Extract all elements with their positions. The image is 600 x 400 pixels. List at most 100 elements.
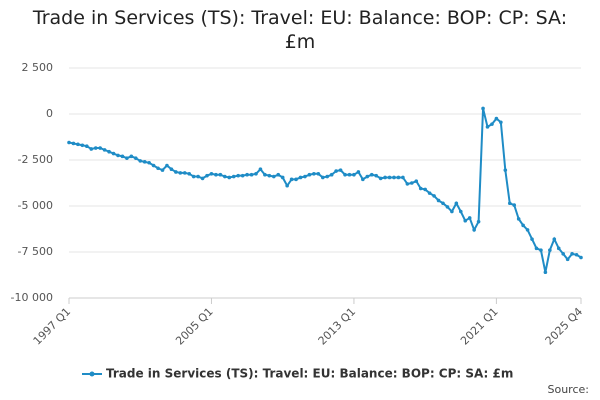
point [294, 177, 298, 182]
point [107, 149, 111, 154]
point [116, 153, 120, 158]
point [236, 173, 240, 178]
point [530, 237, 534, 241]
point [405, 182, 410, 186]
point [534, 246, 539, 251]
point [334, 169, 338, 173]
point [133, 156, 138, 160]
point [209, 172, 214, 176]
point [125, 156, 129, 160]
point [494, 116, 499, 121]
point [392, 175, 396, 180]
point [338, 168, 343, 172]
point [423, 187, 427, 192]
point [432, 194, 436, 198]
x-tick-label: 1997 Q1 [31, 305, 74, 348]
point [410, 181, 414, 185]
point [552, 237, 557, 241]
point [525, 228, 530, 232]
point [472, 228, 476, 232]
point [160, 168, 165, 172]
point [71, 141, 76, 146]
point [151, 163, 156, 168]
legend-label: Trade in Services (TS): Travel: EU: Bala… [106, 367, 513, 381]
point [401, 175, 405, 180]
point [307, 172, 312, 177]
point [120, 154, 125, 159]
point [481, 106, 485, 111]
point [427, 191, 432, 195]
point [556, 246, 561, 251]
point [356, 170, 361, 174]
x-tick-label: 2013 Q1 [316, 305, 359, 348]
point [565, 257, 570, 262]
point [249, 172, 254, 177]
point [227, 175, 232, 180]
point [329, 172, 334, 177]
point [276, 172, 281, 177]
y-tick-label: -10 000 [11, 291, 53, 304]
point [347, 172, 352, 177]
point [191, 174, 196, 179]
y-tick-label: -2 500 [18, 153, 53, 166]
point [231, 174, 236, 179]
point [254, 172, 258, 176]
point [80, 143, 85, 148]
point [485, 125, 490, 129]
x-tick-label: 2025 Q4 [543, 305, 586, 348]
point [521, 223, 525, 228]
point [543, 270, 548, 275]
point [240, 173, 245, 178]
point [503, 168, 508, 172]
point [280, 175, 285, 180]
point [98, 146, 102, 150]
point [214, 172, 218, 177]
point [436, 198, 441, 203]
point [463, 218, 468, 223]
point [570, 252, 574, 256]
point [361, 177, 365, 182]
point [476, 219, 481, 224]
point [512, 203, 517, 207]
point [138, 159, 143, 163]
line [68, 108, 582, 273]
point [467, 216, 472, 220]
point [258, 167, 263, 171]
point [129, 154, 134, 159]
y-tick-label: -5 000 [18, 199, 53, 212]
point [156, 166, 160, 171]
point [85, 144, 89, 148]
source: Source: [548, 383, 590, 396]
point [147, 160, 151, 165]
point [369, 172, 374, 177]
y-tick-label: 2 500 [22, 61, 54, 74]
point [458, 209, 463, 214]
point [303, 174, 307, 179]
point [378, 176, 383, 181]
point [205, 173, 209, 178]
y-tick-label: 0 [46, 107, 53, 120]
point [142, 160, 147, 164]
point [516, 217, 521, 221]
point [267, 173, 272, 178]
point [445, 205, 450, 209]
point [499, 120, 503, 125]
chart-title: Trade in Services (TS): Travel: EU: Bala… [32, 7, 568, 53]
point [263, 172, 267, 177]
point [245, 172, 249, 177]
point [298, 175, 303, 180]
point [414, 179, 419, 183]
point [441, 201, 445, 206]
point [387, 175, 392, 180]
point [396, 175, 401, 180]
point [539, 248, 543, 252]
point [111, 151, 116, 156]
point [343, 172, 347, 177]
point [579, 255, 583, 260]
point [223, 174, 227, 179]
point [574, 252, 579, 257]
point [196, 174, 200, 179]
y-tick-label: -7 500 [18, 245, 53, 258]
